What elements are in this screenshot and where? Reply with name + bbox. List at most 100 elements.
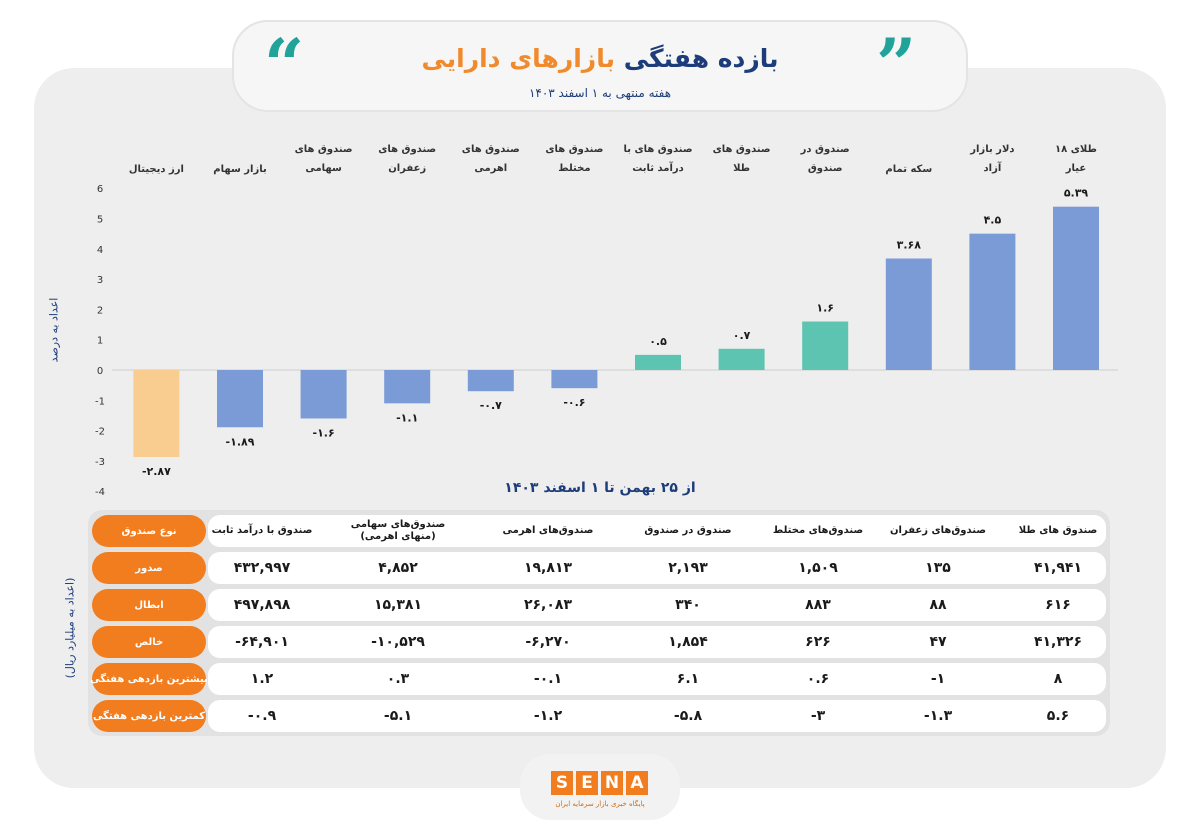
y-tick-label: 3 [97, 275, 103, 286]
table-cell: ۶.۱ [676, 671, 700, 687]
table-cell: ۴۱,۳۲۶ [1033, 634, 1083, 650]
table-row: صدور ۴۱,۹۴۱ ۱۳۵ ۱,۵۰۹ ۲,۱۹۳ ۱۹,۸۱۳ ۴,۸۵۲ ۴۳۲,۹۹… [92, 552, 1106, 584]
column-header: صندوق با درآمد ثابت [211, 525, 313, 536]
table-cell: ۸۸ [929, 597, 947, 613]
table-unit-label: (اعداد به میلیارد ریال) [63, 577, 77, 679]
table-row: کمترین بازدهی هفتگی ۵.۶ -۱.۳ -۳ -۵.۸ -۱.۲ -۵.۱… [92, 700, 1106, 732]
table-cell: -۱ [930, 671, 946, 687]
category-label: دلار بازار [969, 144, 1014, 155]
table-cell: -۰.۱ [533, 671, 563, 687]
table-header-row: نوع صندوق صندوق های طلا صندوق‌های زعفران صن… [92, 515, 1106, 547]
category-label: اهرمی [474, 163, 507, 174]
category-label: صندوق های [545, 144, 603, 155]
category-label: سهامی [305, 163, 342, 174]
table-cell: ۴۳۲,۹۹۷ [233, 560, 291, 576]
category-label: صندوق های [713, 144, 771, 155]
category-label: طلای ۱۸ [1055, 144, 1097, 155]
quote-close-icon: ” [876, 23, 917, 106]
table-row-background [208, 589, 1106, 621]
table-cell: -۱۰,۵۲۹ [371, 634, 425, 650]
y-tick-label: 1 [97, 336, 103, 347]
column-header: صندوق‌های زعفران [890, 525, 986, 536]
y-tick-label: -1 [95, 396, 105, 407]
table-cell: -۱.۳ [923, 708, 953, 724]
category-label: ارز دیجیتال [129, 164, 184, 175]
y-tick-label: 0 [97, 366, 103, 377]
bar [551, 370, 598, 389]
bar-value-label: -۰.۷ [480, 399, 502, 412]
table-cell: -۵.۸ [673, 708, 703, 724]
table-cell: ۲۶,۰۸۳ [523, 597, 573, 613]
category-label: صندوق های [378, 144, 436, 155]
table-cell: ۸ [1053, 671, 1063, 687]
title-accent: بازارهای دارایی [421, 44, 615, 73]
column-header: صندوق‌های سهامی (منهای اهرمی) [350, 519, 446, 542]
table-row-background [208, 626, 1106, 658]
category-label: سکه تمام [885, 164, 932, 175]
table-cell: -۳ [810, 708, 826, 724]
table-cell: ۱۹,۸۱۳ [523, 560, 573, 576]
category-label: زعفران [388, 163, 426, 174]
category-label: درآمد ثابت [632, 161, 684, 174]
title-banner [232, 20, 968, 112]
y-tick-label: -3 [95, 457, 105, 468]
table-cell: -۵.۱ [383, 708, 413, 724]
category-label: طلا [733, 163, 750, 174]
table-cell: ۱.۲ [250, 671, 274, 687]
row-label-pill: بیشترین بازدهی هفتگی [90, 663, 208, 695]
footer-logo-pill [520, 754, 680, 820]
table-cell: -۰.۹ [247, 708, 277, 724]
bar-value-label: ۳.۶۸ [897, 238, 922, 251]
bar [802, 321, 849, 370]
y-tick-label: 6 [97, 184, 103, 195]
y-tick-label: 4 [97, 245, 103, 256]
table-cell: ۰.۳ [386, 671, 410, 687]
column-header: صندوق‌های مختلط [772, 525, 864, 536]
category-label: آزاد [984, 161, 1002, 174]
table-cell: ۶۲۶ [805, 634, 831, 650]
bar-value-label: -۱.۶ [313, 426, 335, 439]
y-tick-label: -4 [95, 487, 105, 498]
table-row-background [208, 663, 1106, 695]
logo-letter: N [601, 771, 623, 795]
title-main: بازده هفتگی [623, 44, 779, 73]
logo-letter: S [551, 771, 573, 795]
category-label: عیار [1065, 163, 1086, 174]
bar [133, 370, 180, 457]
table-cell: ۱,۵۰۹ [798, 560, 838, 576]
table-row-background [208, 515, 1106, 547]
bar [969, 233, 1016, 370]
table-row: خالص ۴۱,۳۲۶ ۴۷ ۶۲۶ ۱,۸۵۴ -۶,۲۷۰ -۱۰,۵۲۹ -۶۴,۹۰۱ [92, 626, 1106, 658]
funds-table [88, 510, 1110, 736]
bar-value-label: ۰.۷ [733, 329, 751, 342]
category-label: صندوق های [462, 144, 520, 155]
bar-value-label: -۱.۸۹ [226, 435, 255, 448]
bar [718, 348, 765, 370]
bar-value-label: ۴.۵ [984, 214, 1002, 227]
category-label: مختلط [558, 163, 590, 174]
column-header: صندوق در صندوق [644, 525, 732, 536]
column-header: صندوق‌های اهرمی [502, 525, 594, 536]
column-header: صندوق های طلا [1018, 525, 1098, 536]
table-row-background [208, 552, 1106, 584]
page-title: بازده هفتگی بازارهای دارایی [332, 44, 868, 73]
table-cell: ۰.۶ [806, 671, 830, 687]
table-cell: ۶۱۶ [1045, 597, 1071, 613]
category-label: صندوق [808, 163, 843, 174]
row-label-pill: خالص [92, 626, 206, 658]
y-tick-label: 2 [97, 305, 103, 316]
bar-value-label: -۱.۱ [396, 411, 418, 424]
logo-letter: E [576, 771, 598, 795]
bar-value-label: ۵.۳۹ [1064, 187, 1089, 200]
table-cell: ۳۴۰ [675, 597, 701, 613]
table-cell: ۵.۶ [1046, 708, 1070, 724]
row-label-pill: نوع صندوق [92, 515, 206, 547]
bar [300, 370, 347, 419]
table-cell: ۱۵,۳۸۱ [373, 597, 423, 613]
row-label-pill: کمترین بازدهی هفتگی [92, 700, 206, 732]
page-subtitle: هفته منتهی به ۱ اسفند ۱۴۰۳ [528, 86, 672, 100]
logo-letter: A [626, 771, 648, 795]
table-cell: -۶,۲۷۰ [525, 634, 571, 650]
row-label-pill: صدور [92, 552, 206, 584]
